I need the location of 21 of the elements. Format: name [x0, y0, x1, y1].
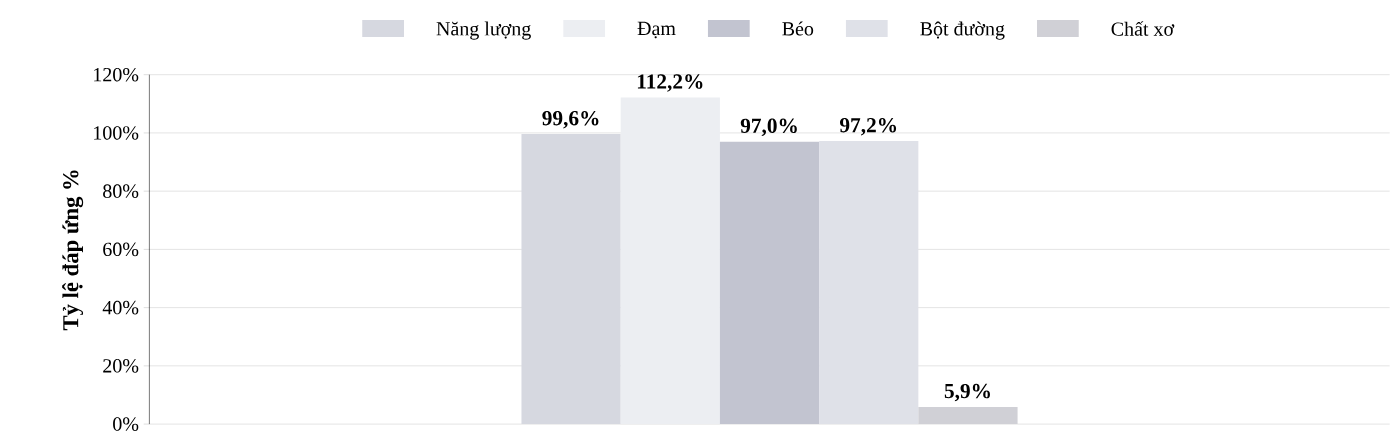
data-label: 5,9%	[944, 383, 990, 402]
bar	[819, 141, 919, 425]
y-tick-label: 40%	[102, 300, 139, 315]
y-tick-label: 100%	[94, 126, 139, 140]
legend-label: Béo	[782, 21, 814, 36]
legend-label: Đạm	[637, 21, 676, 39]
y-tick-label: 120%	[94, 67, 139, 82]
y-tick-label: 60%	[103, 242, 139, 257]
data-label: 112,2%	[637, 74, 703, 92]
data-label: 97,2%	[839, 117, 897, 136]
y-axis-title: Tỷ lệ đáp ứng %	[62, 170, 84, 331]
y-tick-label: 20%	[103, 359, 139, 373]
data-label: 97,0%	[740, 118, 797, 137]
legend-label: Chất xơ	[1111, 21, 1175, 36]
legend-label: Năng lượng	[436, 21, 531, 40]
legend-label: Bột đường	[920, 21, 1005, 40]
bar	[620, 97, 720, 425]
bar	[521, 134, 621, 425]
y-tick-label: 80%	[103, 184, 139, 198]
data-label: 99,6%	[542, 110, 599, 129]
y-tick-label: 0%	[113, 417, 139, 431]
